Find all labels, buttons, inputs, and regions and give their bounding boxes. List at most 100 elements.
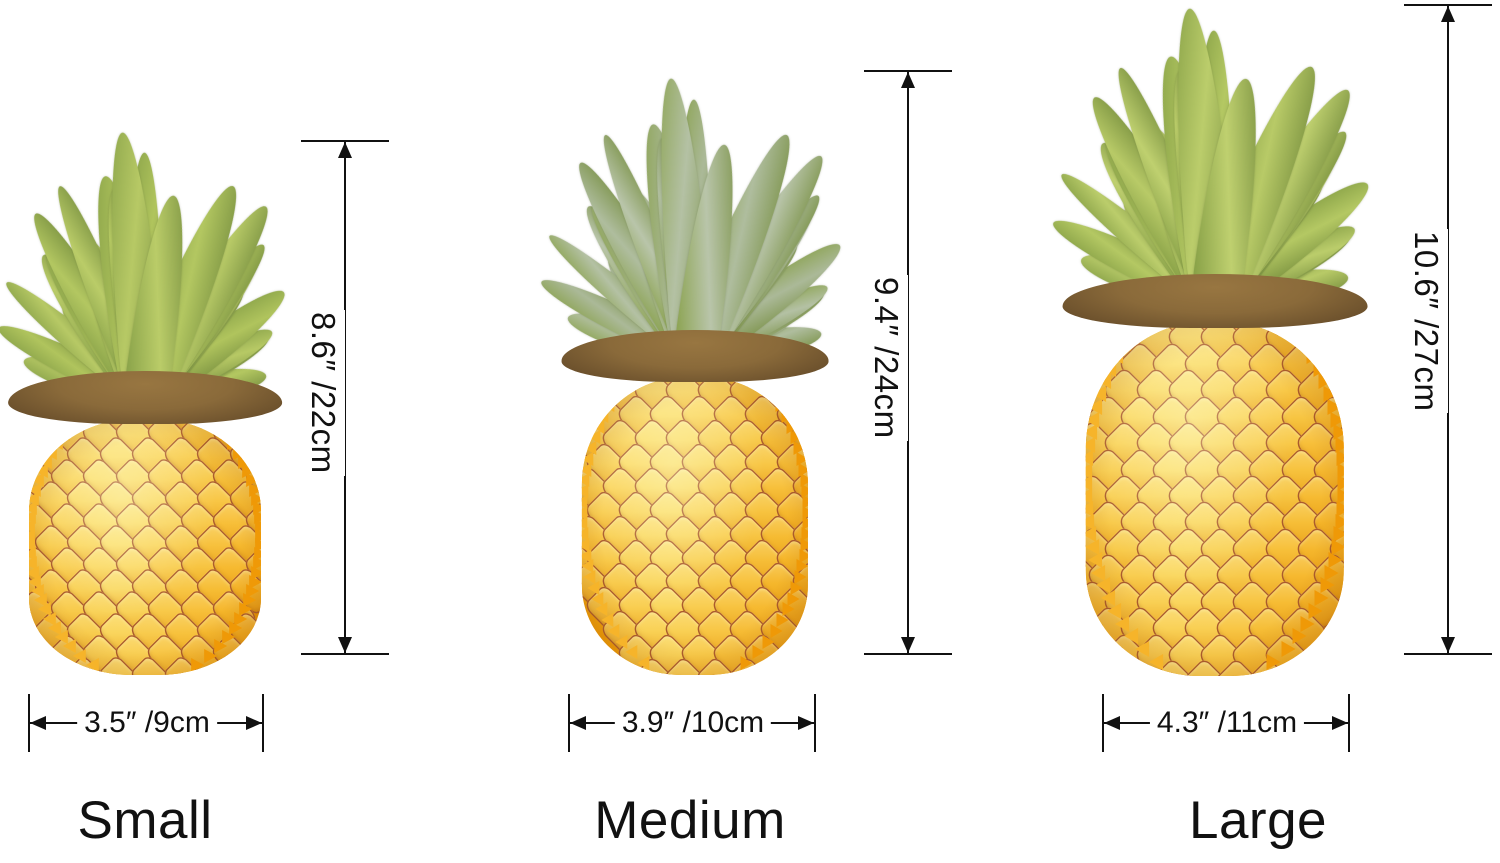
fruit-spike [1085, 526, 1097, 543]
fruit-spike [637, 656, 650, 671]
fruit-spike [1299, 335, 1314, 352]
fruit-spike [253, 556, 261, 571]
fruit-spike [1085, 539, 1099, 556]
arrow-down-icon [901, 637, 915, 653]
fruit-spike [802, 516, 809, 531]
crown-collar [1062, 273, 1368, 328]
fruit-spike [1085, 411, 1100, 428]
fruit-spike [251, 565, 261, 580]
fruit-spike [1328, 551, 1343, 568]
crown-collar [8, 371, 282, 425]
fruit-spike [1123, 628, 1138, 645]
fruit-spike [1085, 424, 1097, 441]
fruit-spike [1097, 373, 1112, 390]
fruit-spike [595, 602, 608, 617]
fruit-spike [768, 387, 781, 402]
fruit-spike [790, 430, 803, 445]
fruit-spike [1085, 462, 1093, 479]
fruit-spike [1337, 462, 1345, 479]
fruit-spike [1318, 373, 1333, 390]
product-image-medium [535, 77, 850, 675]
arrow-up-icon [1441, 6, 1455, 22]
fruit-spike [1337, 475, 1345, 492]
fruit-spike [1313, 360, 1328, 377]
arrow-right-icon [798, 716, 814, 730]
fruit-spike [1308, 602, 1323, 619]
fruit-spike [85, 657, 99, 672]
fruit-spike [587, 430, 600, 445]
fruit-spike [1327, 398, 1342, 415]
crown-leaves [0, 131, 325, 413]
dimension-line [907, 70, 909, 655]
dimension-tick-bottom [864, 653, 952, 655]
fruit-spike [770, 623, 783, 638]
fruit-spike [29, 556, 37, 571]
dimension-line [344, 140, 346, 655]
fruit-spike [581, 494, 588, 509]
fruit-spike [1306, 347, 1321, 364]
fruit-spike [776, 613, 789, 628]
width-label-medium: 3.9″ /10cm [614, 706, 772, 740]
fruit-spike [781, 408, 794, 423]
product-image-large [1045, 7, 1385, 676]
fruit-spike [801, 484, 809, 499]
arrow-down-icon [338, 637, 352, 653]
fruit-spike [254, 547, 261, 562]
arrow-left-icon [1104, 716, 1120, 730]
fruit-spike [254, 519, 261, 534]
fruit-spike [1085, 437, 1095, 454]
fruit-spike [798, 462, 809, 477]
fruit-spike [796, 559, 809, 574]
fruit-spike [801, 527, 809, 542]
width-dimension-medium: 3.9″ /10cm [568, 692, 818, 754]
fruit-spike [1266, 653, 1281, 670]
height-dimension-medium: 9.4″ /24cm [858, 70, 958, 660]
fruit-spike [1335, 513, 1345, 530]
arrow-left-icon [30, 716, 46, 730]
arrow-up-icon [901, 72, 915, 88]
width-dimension-small: 3.5″ /9cm [28, 692, 266, 754]
fruit-spike [794, 570, 807, 585]
fruit-spike [1281, 641, 1296, 658]
fruit-spike [581, 527, 589, 542]
arrow-down-icon [1441, 637, 1455, 653]
fruit-spike [1085, 488, 1093, 505]
fruit-spike [762, 634, 775, 649]
fruit-spike [802, 494, 809, 509]
fruit-spike [1116, 335, 1131, 352]
dimension-tick-right [1348, 694, 1350, 752]
fruit-spike [607, 623, 620, 638]
fruit-spike [740, 656, 753, 671]
fruit-spike [1101, 590, 1116, 607]
fruit-spike [29, 565, 39, 580]
arrow-left-icon [570, 716, 586, 730]
fruit-spike [782, 602, 795, 617]
fruit-spike [29, 574, 41, 589]
fruit-spike [1085, 449, 1094, 466]
fruit-spike [1109, 347, 1124, 364]
fruit-spike [1336, 449, 1345, 466]
fruit-spike [1292, 628, 1307, 645]
width-dimension-large: 4.3″ /11cm [1102, 692, 1352, 754]
fruit-spike [775, 398, 788, 413]
fruit-spike [591, 419, 604, 434]
fruit-spike [254, 537, 261, 552]
fruit-spike [1102, 360, 1117, 377]
crown-collar [561, 330, 829, 382]
fruit-spike [581, 505, 588, 520]
height-label-large: 10.6″ /27cm [1404, 229, 1448, 414]
fruit-spike [1149, 653, 1164, 670]
fruit-spike [1333, 424, 1345, 441]
fruit-spike [802, 505, 809, 520]
fruit-spike [583, 570, 596, 585]
dimension-tick-right [814, 694, 816, 752]
fruit-spike [1134, 641, 1149, 658]
fruit-spike [602, 398, 615, 413]
height-label-medium: 9.4″ /24cm [864, 275, 908, 441]
fruit-spike [800, 473, 809, 488]
crown-leaves [1015, 7, 1416, 318]
fruit-spike [790, 580, 803, 595]
fruit-spike [1107, 602, 1122, 619]
fruit-spike [1092, 386, 1107, 403]
width-label-large: 4.3″ /11cm [1149, 706, 1305, 740]
